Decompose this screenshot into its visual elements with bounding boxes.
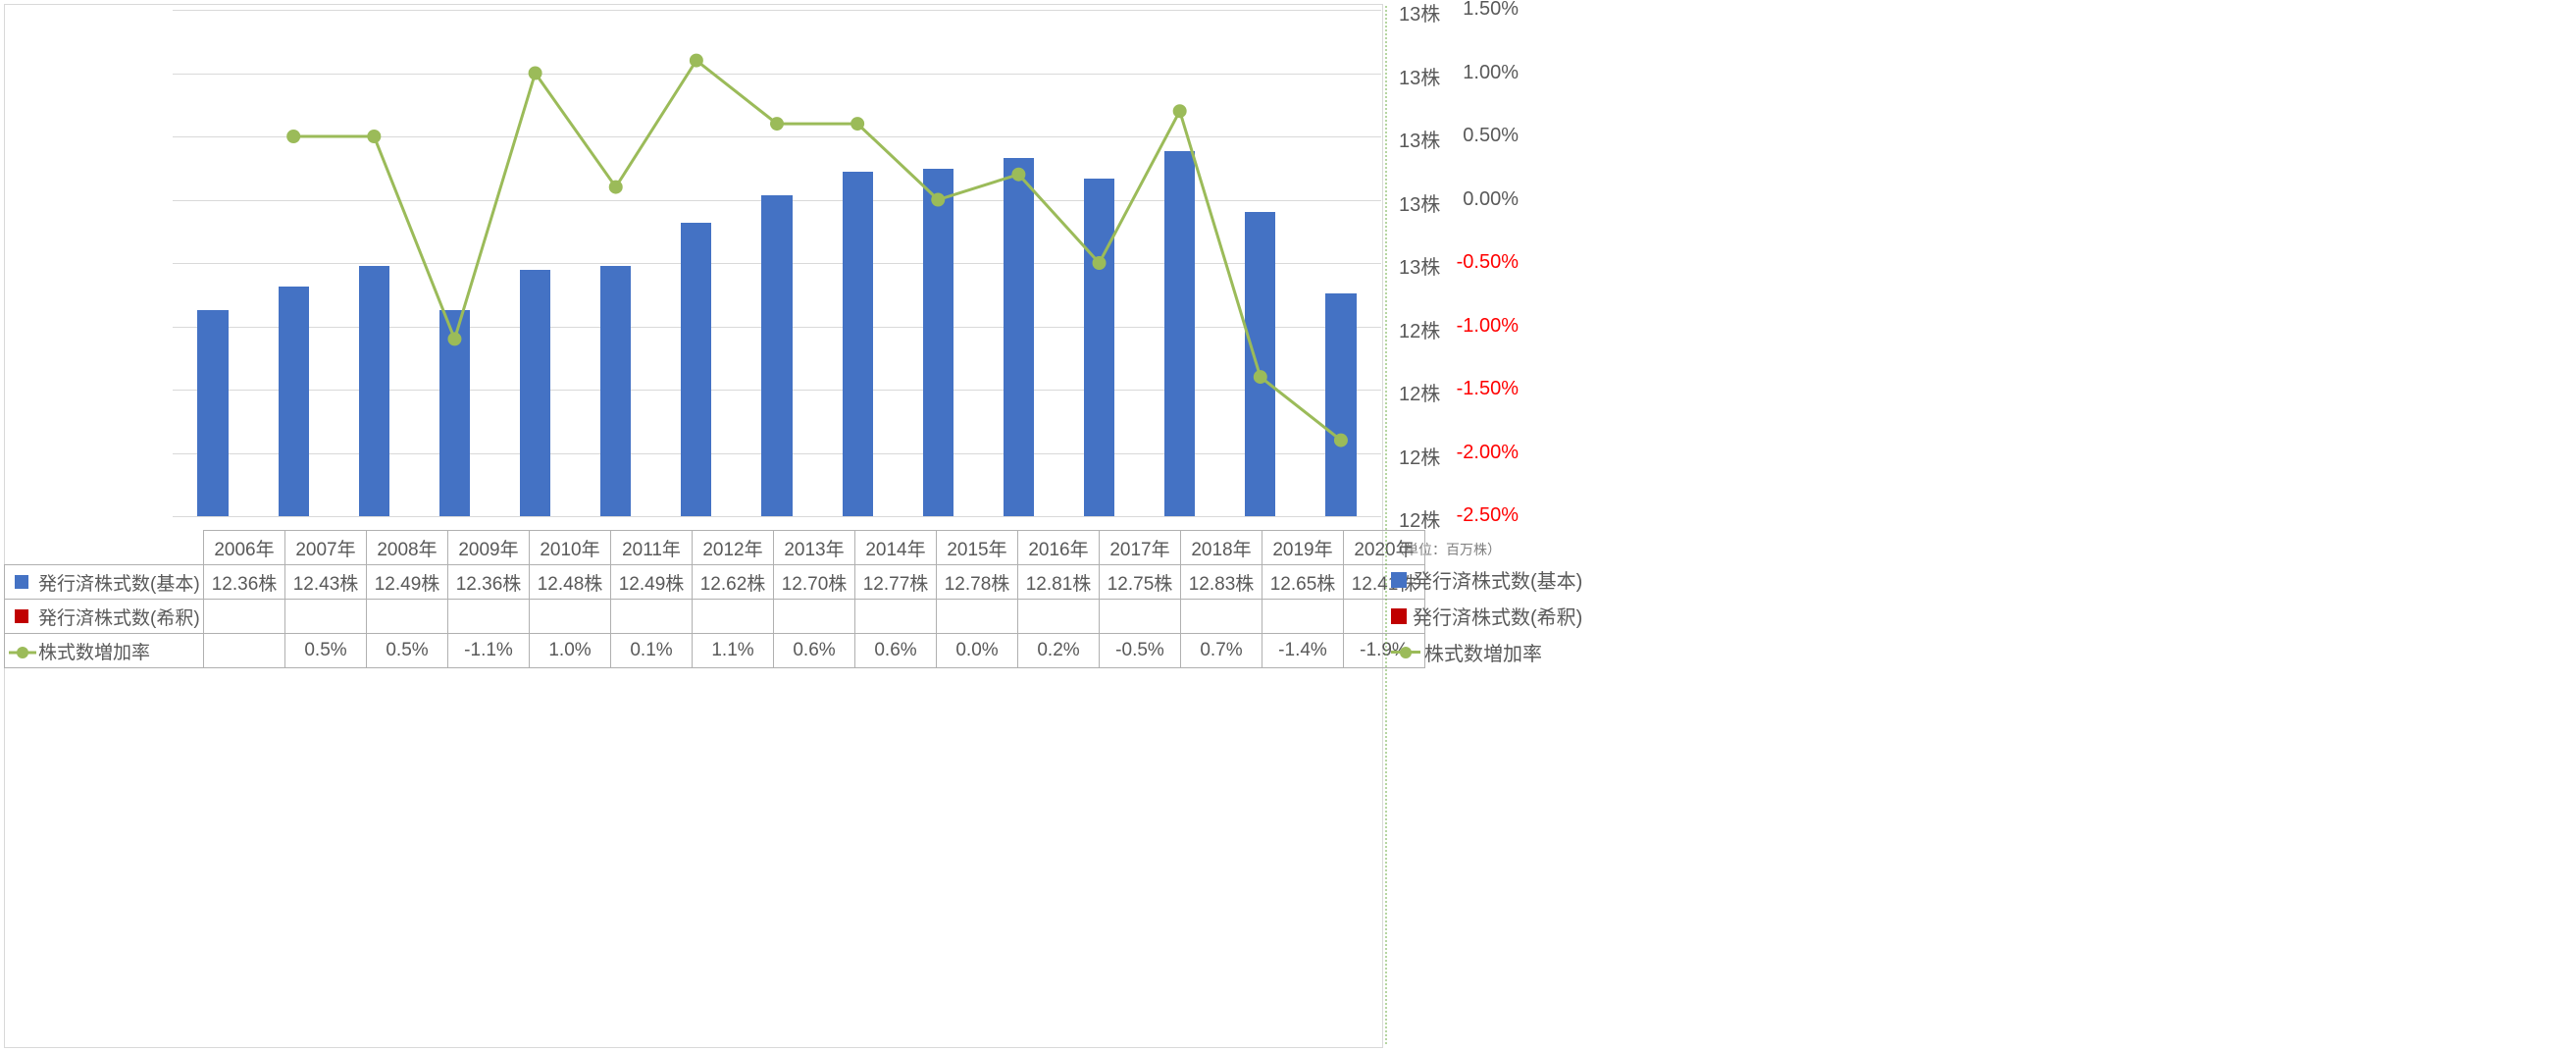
- table-cell: 1.0%: [530, 634, 611, 668]
- year-header: 2006年: [204, 531, 285, 565]
- table-cell: -1.1%: [448, 634, 530, 668]
- table-cell: [1100, 600, 1181, 634]
- legend-item: 発行済株式数(希釈): [1391, 602, 1582, 630]
- table-cell: [1262, 600, 1344, 634]
- year-header: 2007年: [285, 531, 367, 565]
- table-cell: 12.70株: [774, 565, 855, 600]
- y-axis-right-labels: 1.50%1.00%0.50%0.00%-0.50%-1.00%-1.50%-2…: [1450, 10, 1524, 516]
- data-table: 2006年2007年2008年2009年2010年2011年2012年2013年…: [4, 530, 1425, 668]
- table-cell: 12.62株: [693, 565, 774, 600]
- table-cell: 0.1%: [611, 634, 693, 668]
- year-header: 2018年: [1181, 531, 1262, 565]
- table-cell: [1181, 600, 1262, 634]
- table-cell: [1018, 600, 1100, 634]
- growth-line: [173, 10, 1381, 516]
- table-cell: 0.0%: [937, 634, 1018, 668]
- table-cell: 1.1%: [693, 634, 774, 668]
- year-header: 2013年: [774, 531, 855, 565]
- table-cell: 0.5%: [367, 634, 448, 668]
- table-cell: 12.77株: [855, 565, 937, 600]
- series-header: 発行済株式数(希釈): [5, 600, 204, 634]
- y-axis-left-labels: 13株13株13株13株13株12株12株12株12株: [1399, 10, 1446, 516]
- series-header: 発行済株式数(基本): [5, 565, 204, 600]
- table-cell: 12.78株: [937, 565, 1018, 600]
- year-header: 2019年: [1262, 531, 1344, 565]
- year-header: 2009年: [448, 531, 530, 565]
- year-header: 2015年: [937, 531, 1018, 565]
- table-cell: 0.5%: [285, 634, 367, 668]
- legend-item: 株式数増加率: [1391, 638, 1582, 666]
- plot-area: [173, 10, 1381, 516]
- year-header: 2016年: [1018, 531, 1100, 565]
- legend-item: 発行済株式数(基本): [1391, 565, 1582, 594]
- table-cell: [774, 600, 855, 634]
- table-cell: [611, 600, 693, 634]
- right-legend: 発行済株式数(基本) 発行済株式数(希釈) 株式数増加率: [1391, 565, 1582, 674]
- table-cell: [530, 600, 611, 634]
- year-header: 2020年: [1344, 531, 1425, 565]
- table-cell: [855, 600, 937, 634]
- table-cell: 12.48株: [530, 565, 611, 600]
- table-cell: 12.49株: [611, 565, 693, 600]
- table-cell: 0.6%: [855, 634, 937, 668]
- table-cell: [285, 600, 367, 634]
- year-header: 2017年: [1100, 531, 1181, 565]
- series-header: 株式数増加率: [5, 634, 204, 668]
- table-cell: 12.65株: [1262, 565, 1344, 600]
- table-cell: 12.83株: [1181, 565, 1262, 600]
- panel-separator: [1385, 6, 1387, 1044]
- table-cell: [937, 600, 1018, 634]
- table-cell: [204, 634, 285, 668]
- table-cell: 12.36株: [448, 565, 530, 600]
- year-header: 2011年: [611, 531, 693, 565]
- table-cell: -0.5%: [1100, 634, 1181, 668]
- year-header: 2010年: [530, 531, 611, 565]
- table-cell: 12.36株: [204, 565, 285, 600]
- table-cell: 0.6%: [774, 634, 855, 668]
- table-cell: 12.75株: [1100, 565, 1181, 600]
- year-header: 2008年: [367, 531, 448, 565]
- year-header: 2012年: [693, 531, 774, 565]
- table-cell: -1.4%: [1262, 634, 1344, 668]
- table-cell: [448, 600, 530, 634]
- table-cell: 0.7%: [1181, 634, 1262, 668]
- year-header: 2014年: [855, 531, 937, 565]
- table-cell: [367, 600, 448, 634]
- table-cell: 12.49株: [367, 565, 448, 600]
- table-cell: [693, 600, 774, 634]
- table-cell: [204, 600, 285, 634]
- table-cell: 12.81株: [1018, 565, 1100, 600]
- table-cell: 0.2%: [1018, 634, 1100, 668]
- table-cell: 12.43株: [285, 565, 367, 600]
